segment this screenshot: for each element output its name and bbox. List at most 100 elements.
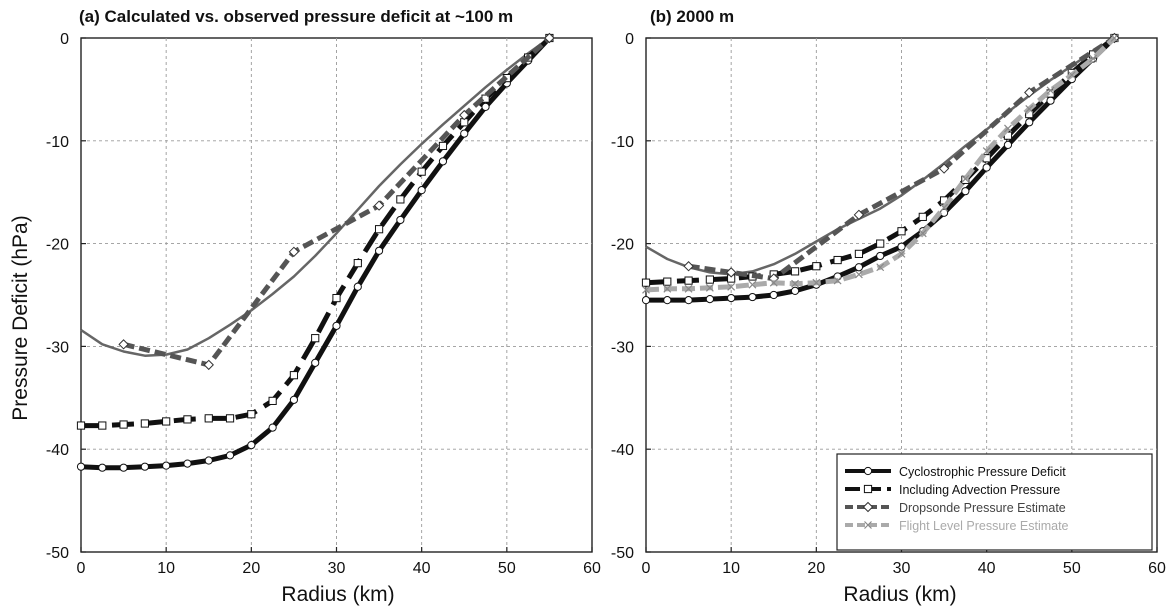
panel-a-data-point — [268, 423, 277, 432]
panel-b: (b) 2000 m 0 10 20 30 40 50 60 0 -10 -20 -30 -40 -50… — [611, 7, 1166, 606]
panel-a-data-point — [396, 195, 405, 204]
panel-a-data-point — [183, 459, 192, 468]
panel-a-title: (a) Calculated vs. observed pressure def… — [79, 7, 513, 26]
panel-b-data-point — [769, 278, 778, 287]
panel-b-data-point — [769, 290, 778, 300]
panel-b-data-point — [663, 284, 672, 293]
panel-b-data-point — [684, 296, 693, 305]
panel-a-data-point — [332, 321, 341, 330]
panel-b-data-point — [641, 278, 651, 287]
panel-b-data-point — [684, 276, 693, 285]
panel-b-y-tick-label: -20 — [611, 237, 634, 254]
panel-a-x-tick-label: 10 — [157, 560, 175, 577]
legend-marker — [863, 484, 873, 494]
legend-marker — [863, 466, 873, 476]
panel-b-series-line — [645, 36, 1116, 276]
panel-a-data-point — [374, 225, 384, 234]
panel-a-data-point — [417, 186, 426, 195]
panel-a-y-tick-label: -40 — [46, 442, 69, 459]
panel-a-data-point — [98, 421, 107, 430]
panel-a-data-point — [162, 461, 171, 470]
panel-b-series-flight-level-pressure-estimate — [642, 34, 1119, 294]
panel-b-data-point — [1024, 87, 1035, 98]
panel-a-data-point — [438, 141, 448, 151]
legend-entry-label: Cyclostrophic Pressure Deficit — [899, 465, 1066, 479]
panel-b-data-point — [791, 279, 799, 288]
panel-a-y-tick-label: -10 — [46, 134, 69, 151]
panel-b-x-tick-label: 50 — [1063, 560, 1081, 577]
panel-b-data-point — [641, 296, 651, 305]
panel-b-x-tick-label: 0 — [642, 560, 651, 577]
panel-a-data-point — [140, 419, 149, 428]
panel-a-data-point — [119, 463, 128, 472]
panel-b-data-point — [1003, 140, 1013, 150]
panel-b-data-point — [1110, 34, 1119, 42]
panel-a-x-tick-label: 40 — [413, 560, 431, 577]
panel-b-data-point — [961, 187, 970, 196]
panel-a-y-tick-label: 0 — [60, 31, 69, 48]
panel-b-x-tick-label: 20 — [807, 560, 825, 577]
panel-a-data-point — [353, 259, 362, 268]
legend-entry-label: Including Advection Pressure — [899, 483, 1060, 497]
panel-b-data-point — [642, 285, 650, 294]
panel-a-x-tick-label: 20 — [242, 560, 260, 577]
panel-a-y-tick-label: -30 — [46, 339, 69, 356]
panel-a-data-point — [204, 456, 213, 465]
panel-a-data-point — [311, 334, 320, 343]
panel-b-title: (b) 2000 m — [650, 7, 734, 26]
panel-a-y-tick-label: -20 — [46, 237, 69, 254]
panel-b-data-point — [854, 249, 864, 258]
panel-a-series-line — [80, 36, 551, 357]
panel-a-data-point — [289, 395, 299, 404]
panel-a-data-point — [268, 396, 277, 405]
panel-a-data-point — [332, 293, 341, 303]
panel-b-series-including-advection-pressure — [641, 33, 1119, 287]
panel-a-data-point — [353, 282, 362, 291]
panel-a-x-axis-label: Radius (km) — [281, 583, 394, 606]
panel-b-series-unlabeled-curve — [645, 36, 1116, 276]
panel-b-data-point — [748, 280, 757, 289]
legend-marker — [862, 501, 874, 513]
panel-b-data-point — [940, 203, 949, 212]
legend-entry-label: Dropsonde Pressure Estimate — [899, 501, 1066, 515]
panel-b-series-line — [645, 36, 1116, 286]
panel-b-data-point — [897, 242, 906, 251]
panel-a-data-point — [119, 420, 128, 429]
panel-b-data-point — [1089, 54, 1098, 63]
panel-a-data-point — [459, 109, 470, 121]
panel-b-data-point — [663, 277, 672, 286]
panel-a-series-dropsonde-pressure-estimate — [118, 32, 555, 371]
panel-b-data-point — [812, 278, 821, 287]
panel-b-x-tick-label: 10 — [722, 560, 740, 577]
panel-b-data-point — [727, 293, 736, 303]
panel-b-data-point — [663, 296, 672, 305]
panel-a-data-point — [396, 215, 405, 225]
panel-b-data-point — [1025, 105, 1034, 113]
panel-a-data-point — [203, 359, 214, 371]
panel-b-x-tick-label: 60 — [1148, 560, 1166, 577]
panel-b-data-point — [684, 284, 693, 293]
panel-b-data-point — [897, 227, 906, 236]
panel-b-data-point — [854, 263, 864, 272]
panel-b-data-point — [982, 147, 991, 156]
panel-b-data-point — [833, 255, 842, 265]
panel-b-data-point — [1046, 96, 1055, 105]
panel-b-data-point — [854, 270, 863, 279]
panel-b-data-point — [727, 282, 736, 291]
legend-entry-label: Flight Level Pressure Estimate — [899, 519, 1069, 533]
panel-b-data-point — [918, 212, 927, 221]
panel-b-series-line — [646, 36, 1117, 303]
panel-a-data-point — [183, 415, 192, 424]
panel-b-x-axis-label: Radius (km) — [843, 583, 956, 606]
panel-b-data-point — [705, 295, 714, 304]
panel-b-data-point — [1067, 71, 1076, 79]
panel-b-data-point — [876, 239, 885, 248]
panel-a-x-tick-label: 60 — [583, 560, 601, 577]
panel-a-y-tick-label: -50 — [46, 545, 69, 562]
panel-a-data-point — [438, 157, 448, 166]
panel-a-data-point — [76, 462, 86, 471]
panel-b-data-point — [705, 283, 714, 292]
panel-a-data-point — [118, 339, 129, 350]
panel-a-data-point — [460, 129, 469, 138]
legend: Cyclostrophic Pressure Deficit Including … — [836, 453, 1153, 551]
